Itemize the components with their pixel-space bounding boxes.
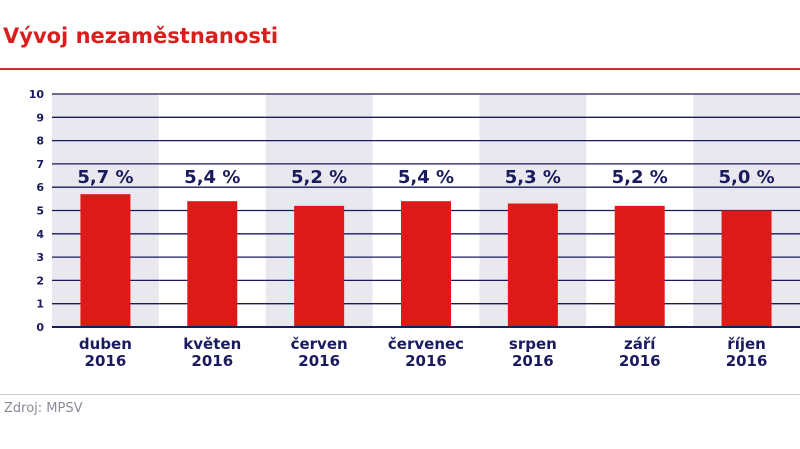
y-tick-label: 10 — [29, 88, 45, 101]
x-tick-label: srpen — [509, 335, 557, 353]
y-tick-label: 4 — [36, 228, 44, 241]
data-label: 5,4 % — [184, 167, 240, 188]
bar — [401, 201, 451, 326]
x-tick-label: září — [624, 335, 656, 353]
bar — [294, 205, 345, 326]
x-tick-label: červen — [291, 335, 348, 353]
chart-title: Vývoj nezaměstnanosti — [3, 24, 279, 48]
y-tick-label: 8 — [36, 135, 44, 148]
x-tick-label-year: 2016 — [85, 352, 127, 370]
x-tick-label-year: 2016 — [619, 352, 661, 370]
x-tick-label-year: 2016 — [405, 352, 447, 370]
y-tick-label: 6 — [36, 181, 44, 194]
data-label: 5,2 % — [291, 167, 347, 188]
data-label: 5,4 % — [398, 167, 454, 188]
x-tick-label-year: 2016 — [191, 352, 233, 370]
x-tick-label: říjen — [727, 335, 766, 353]
x-tick-label: květen — [183, 335, 241, 353]
bar — [614, 205, 665, 326]
bar — [507, 203, 558, 326]
x-tick-label-year: 2016 — [512, 352, 554, 370]
footer-divider — [0, 394, 800, 395]
x-tick-label-year: 2016 — [726, 352, 768, 370]
y-tick-label: 7 — [36, 158, 44, 171]
title-divider — [0, 68, 800, 70]
bar — [187, 201, 238, 326]
data-label: 5,7 % — [77, 167, 133, 188]
y-tick-label: 9 — [36, 111, 44, 124]
bar — [721, 210, 772, 326]
y-tick-label: 1 — [36, 298, 44, 311]
y-tick-label: 5 — [36, 205, 44, 218]
x-tick-label-year: 2016 — [298, 352, 340, 370]
data-label: 5,2 % — [612, 167, 668, 188]
source-note: Zdroj: MPSV — [4, 401, 83, 416]
x-tick-label: červenec — [388, 335, 464, 353]
y-tick-label: 3 — [36, 251, 44, 264]
y-tick-label: 2 — [36, 274, 44, 287]
data-label: 5,0 % — [718, 167, 774, 188]
data-label: 5,3 % — [505, 167, 561, 188]
bar — [80, 194, 131, 326]
x-tick-label: duben — [79, 335, 132, 353]
y-tick-label: 0 — [36, 321, 44, 334]
